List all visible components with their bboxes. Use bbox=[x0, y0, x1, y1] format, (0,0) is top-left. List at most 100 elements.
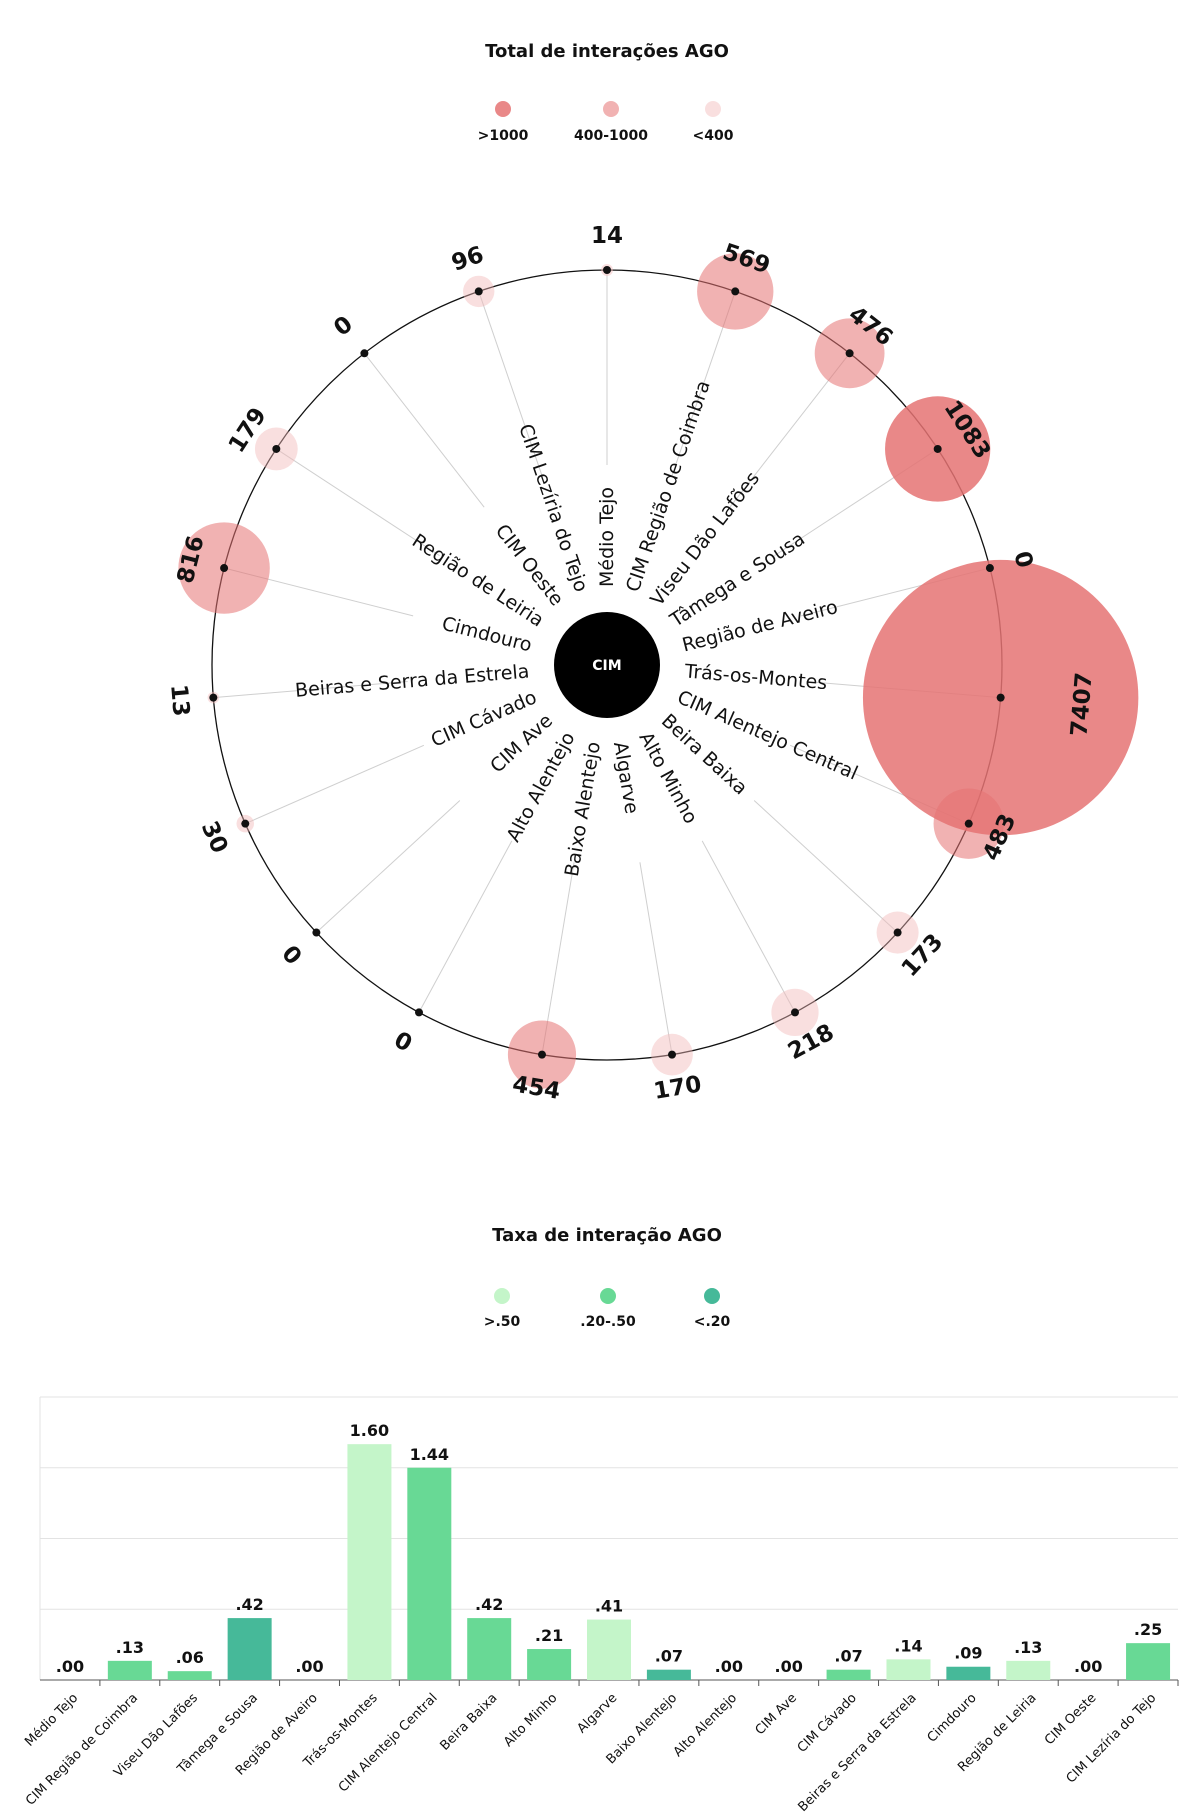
radial-chart: Total de interações AGO >1000 400-1000 <… bbox=[165, 41, 1139, 1105]
legend-marker-20-50 bbox=[600, 1288, 616, 1304]
value-label: 170 bbox=[652, 1071, 704, 1105]
legend-label-high: >1000 bbox=[478, 128, 529, 144]
ring-dot bbox=[790, 1008, 799, 1017]
region-label: Beiras e Serra da Estrela bbox=[294, 660, 530, 701]
bar bbox=[1126, 1643, 1171, 1680]
value-label: 0 bbox=[1008, 549, 1037, 571]
legend-label-20-50: .20-.50 bbox=[580, 1314, 636, 1330]
bar-category-label: Alto Minho bbox=[501, 1691, 560, 1750]
spoke-lines bbox=[213, 270, 1001, 1055]
value-label: 0 bbox=[276, 941, 306, 970]
bar-category-label: Beiras e Serra da Estrela bbox=[795, 1691, 919, 1815]
bar-value-label: .07 bbox=[655, 1647, 683, 1666]
bars bbox=[107, 1444, 1171, 1680]
bar-category-label: Cimdouro bbox=[925, 1691, 980, 1746]
bar-category-label: Alto Alentejo bbox=[671, 1691, 740, 1760]
bar bbox=[227, 1618, 272, 1680]
bar-category-label: Algarve bbox=[575, 1691, 621, 1737]
bar bbox=[467, 1618, 512, 1680]
ring-dot bbox=[731, 287, 740, 296]
bar-value-label: 1.60 bbox=[350, 1421, 389, 1440]
bar-value-label: 1.44 bbox=[410, 1445, 449, 1464]
legend-label-above-50: >.50 bbox=[484, 1314, 521, 1330]
bar bbox=[826, 1669, 871, 1680]
bar-value-label: .00 bbox=[1074, 1657, 1102, 1676]
bar-category-label: Médio Tejo bbox=[22, 1691, 81, 1750]
legend-label-below-20: <.20 bbox=[694, 1314, 731, 1330]
legend-label-mid: 400-1000 bbox=[574, 128, 648, 144]
value-label: 7407 bbox=[1067, 671, 1098, 737]
spoke-line bbox=[753, 800, 898, 933]
region-label: Trás-os-Montes bbox=[683, 660, 828, 694]
ring-dot bbox=[415, 1008, 424, 1017]
bar bbox=[886, 1659, 931, 1680]
region-label: Algarve bbox=[609, 740, 643, 815]
bar-value-label: .42 bbox=[235, 1595, 263, 1614]
legend-marker-above-50 bbox=[494, 1288, 510, 1304]
legend-marker-low bbox=[705, 101, 721, 117]
bar bbox=[587, 1619, 631, 1680]
bar-value-label: .42 bbox=[475, 1595, 503, 1614]
center-label: CIM bbox=[592, 658, 621, 674]
bar bbox=[347, 1444, 392, 1680]
bar-value-label: .00 bbox=[295, 1657, 323, 1676]
bar-value-label: .21 bbox=[535, 1626, 563, 1645]
ring-dot bbox=[272, 444, 281, 453]
ring-dot bbox=[996, 693, 1005, 702]
spoke-line bbox=[701, 840, 796, 1013]
spoke-line bbox=[639, 862, 673, 1055]
bar-value-label: .25 bbox=[1134, 1620, 1162, 1639]
radial-legend: >1000 400-1000 <400 bbox=[478, 101, 734, 144]
spoke-line bbox=[478, 291, 543, 476]
bar-category-label: CIM Alentejo Central bbox=[336, 1691, 441, 1796]
bar-value-label: .00 bbox=[775, 1657, 803, 1676]
ring-dot bbox=[668, 1050, 677, 1059]
ring-dot bbox=[537, 1050, 546, 1059]
ring-dot bbox=[209, 693, 218, 702]
ring-dot bbox=[474, 287, 483, 296]
ring-dot bbox=[220, 564, 229, 573]
legend-marker-mid bbox=[603, 101, 619, 117]
bar-value-label: .00 bbox=[56, 1657, 84, 1676]
bar bbox=[527, 1649, 572, 1680]
bar bbox=[1006, 1660, 1051, 1680]
ring-dot bbox=[241, 819, 250, 828]
bar-value-label: .13 bbox=[116, 1638, 144, 1657]
bar-value-label: .41 bbox=[595, 1597, 623, 1616]
ring-dot bbox=[312, 928, 321, 937]
ring-dot bbox=[985, 564, 994, 573]
bar-chart-title: Taxa de interação AGO bbox=[492, 1225, 722, 1246]
bar bbox=[946, 1666, 991, 1680]
bar bbox=[107, 1660, 152, 1680]
value-label: 13 bbox=[165, 683, 194, 717]
spoke-line bbox=[316, 800, 461, 933]
bar-category-label: Beira Baixa bbox=[437, 1691, 500, 1754]
bar-category-label: CIM Oeste bbox=[1042, 1691, 1100, 1749]
value-label: 96 bbox=[448, 242, 487, 277]
spoke-line bbox=[276, 448, 440, 557]
bar-value-label: .14 bbox=[894, 1636, 922, 1655]
bar-value-label: .00 bbox=[715, 1657, 743, 1676]
legend-marker-below-20 bbox=[704, 1288, 720, 1304]
spoke-line bbox=[418, 840, 513, 1013]
legend-label-low: <400 bbox=[693, 128, 734, 144]
center-hub bbox=[554, 612, 660, 718]
bar-ticks bbox=[99, 1680, 1179, 1686]
bar bbox=[167, 1671, 212, 1680]
spoke-line bbox=[213, 681, 408, 699]
spoke-line bbox=[245, 744, 425, 825]
bar-category-label: CIM Cávado bbox=[795, 1691, 860, 1756]
value-label: 14 bbox=[591, 223, 623, 249]
bar-value-labels: .00 .13 .06 .42 .00 1.60 1.44 .42 .21 .41 .07 .00 .0… bbox=[56, 1421, 1162, 1676]
bar-chart: Taxa de interação AGO >.50 .20-.50 <.20 … bbox=[22, 1225, 1179, 1815]
bar-category-label: CIM Região de Coimbra bbox=[23, 1691, 141, 1809]
region-label: CIM Alentejo Central bbox=[674, 686, 861, 784]
bar bbox=[646, 1669, 691, 1680]
ring-dot bbox=[845, 349, 854, 358]
ring-dot bbox=[933, 444, 942, 453]
bar-value-label: .07 bbox=[834, 1647, 862, 1666]
value-label: 30 bbox=[196, 817, 233, 857]
value-label: 0 bbox=[329, 311, 358, 341]
